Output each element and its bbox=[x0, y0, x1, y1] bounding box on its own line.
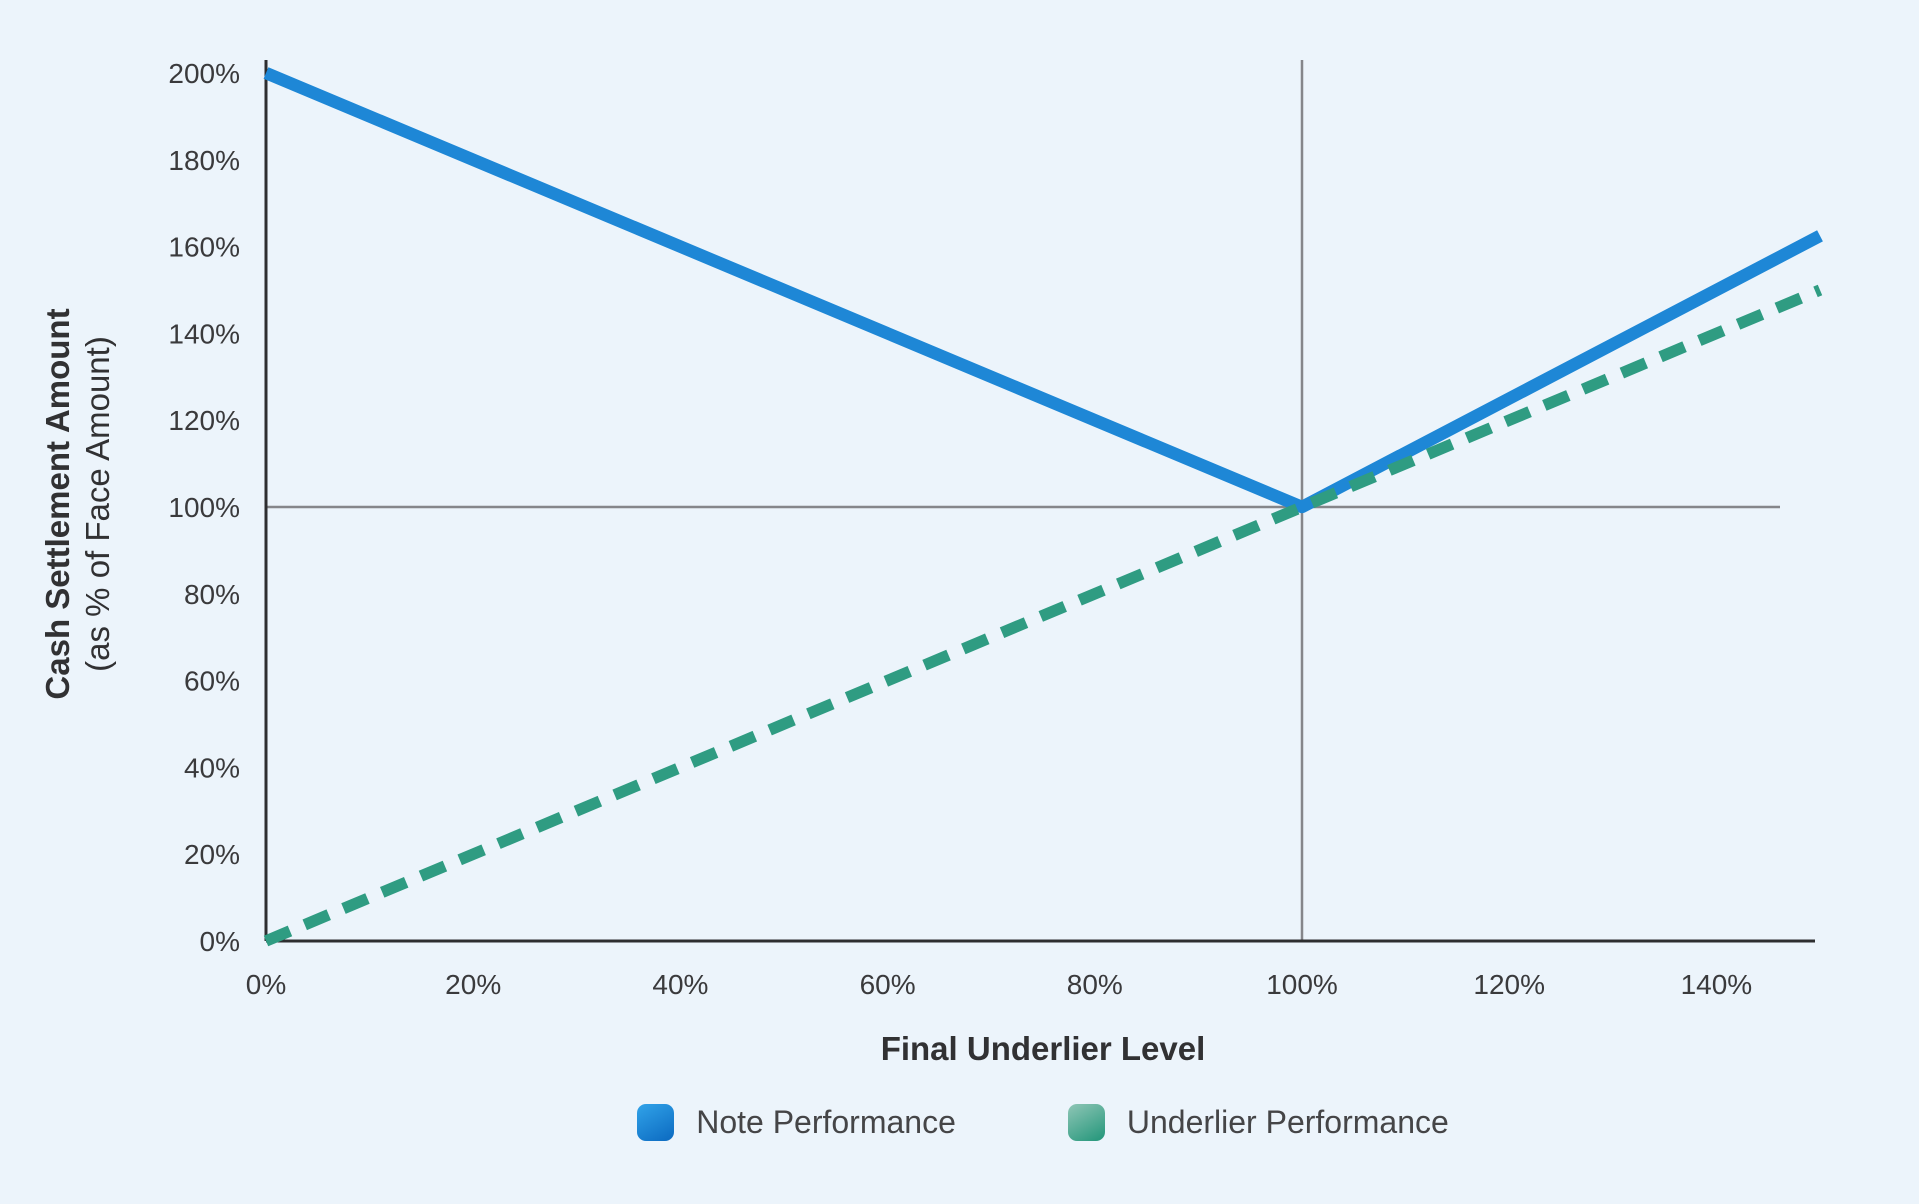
y-axis-title-main: Cash Settlement Amount bbox=[39, 308, 76, 700]
y-axis-title-sub: (as % of Face Amount) bbox=[79, 336, 116, 672]
x-tick-label: 140% bbox=[1681, 969, 1753, 1000]
legend: Note Performance Underlier Performance bbox=[266, 1104, 1820, 1141]
y-axis-title: Cash Settlement Amount (as % of Face Amo… bbox=[38, 237, 122, 771]
y-tick-label: 60% bbox=[184, 666, 240, 697]
series-line-underlier-performance bbox=[263, 284, 1823, 947]
x-tick-label: 60% bbox=[860, 969, 916, 1000]
legend-item-underlier-performance: Underlier Performance bbox=[1067, 1104, 1449, 1141]
series-line-note-performance bbox=[263, 67, 1823, 514]
x-tick-label: 40% bbox=[652, 969, 708, 1000]
x-tick-label: 120% bbox=[1473, 969, 1545, 1000]
y-tick-label: 140% bbox=[168, 318, 240, 349]
y-tick-label: 160% bbox=[168, 232, 240, 263]
x-axis-title: Final Underlier Level bbox=[880, 1030, 1206, 1067]
underlier-performance-swatch bbox=[1067, 1104, 1105, 1141]
y-tick-label: 80% bbox=[184, 579, 240, 610]
x-tick-label: 20% bbox=[445, 969, 501, 1000]
y-tick-label: 200% bbox=[168, 58, 240, 89]
y-tick-label: 40% bbox=[184, 752, 240, 783]
legend-label-note-performance: Note Performance bbox=[696, 1104, 956, 1140]
y-tick-label: 120% bbox=[168, 405, 240, 436]
x-tick-label: 100% bbox=[1266, 969, 1338, 1000]
y-tick-label: 180% bbox=[168, 145, 240, 176]
x-tick-label: 0% bbox=[246, 969, 286, 1000]
note-performance-swatch bbox=[637, 1104, 675, 1141]
y-tick-label: 20% bbox=[184, 839, 240, 870]
legend-label-underlier-performance: Underlier Performance bbox=[1126, 1104, 1449, 1140]
x-tick-label: 80% bbox=[1067, 969, 1123, 1000]
legend-item-note-performance: Note Performance bbox=[637, 1104, 956, 1141]
y-tick-label: 100% bbox=[168, 492, 240, 523]
y-tick-label: 0% bbox=[200, 926, 240, 957]
